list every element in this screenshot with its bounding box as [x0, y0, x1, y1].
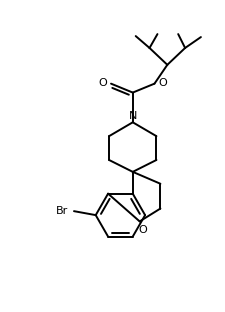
Text: O: O: [138, 225, 146, 235]
Text: O: O: [157, 78, 166, 88]
Text: N: N: [128, 111, 136, 121]
Text: Br: Br: [56, 206, 68, 216]
Text: O: O: [98, 78, 107, 88]
